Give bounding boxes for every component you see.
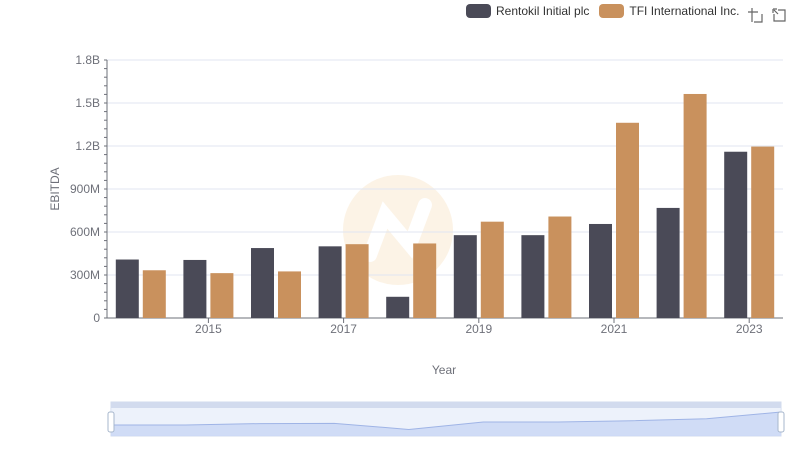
- y-tick-label: 1.2B: [75, 139, 100, 153]
- bar-tfi: [210, 273, 234, 318]
- legend: Rentokil Initial plc TFI International I…: [466, 4, 739, 18]
- bar-tfi: [751, 146, 775, 318]
- legend-label-rentokil: Rentokil Initial plc: [496, 4, 590, 18]
- zoom-slider[interactable]: [107, 401, 785, 437]
- y-axis-title: EBITDA: [48, 167, 62, 210]
- bar-tfi: [278, 271, 301, 318]
- legend-item-tfi[interactable]: TFI International Inc.: [599, 4, 739, 18]
- x-tick-label: 2015: [195, 322, 222, 336]
- bar-rentokil: [724, 151, 748, 318]
- zoom-icon[interactable]: [746, 6, 764, 24]
- y-tick-label: 0: [93, 311, 100, 325]
- legend-swatch-tfi: [599, 4, 625, 18]
- legend-swatch-rentokil: [466, 4, 491, 18]
- y-tick-label: 300M: [70, 268, 100, 282]
- legend-label-tfi: TFI International Inc.: [629, 4, 740, 18]
- x-tick-label: 2017: [330, 322, 357, 336]
- x-tick-label: 2021: [601, 322, 628, 336]
- x-axis-title: Year: [432, 363, 456, 377]
- slider-handle-right[interactable]: [777, 411, 785, 433]
- bar-tfi: [345, 244, 369, 318]
- bar-rentokil: [115, 259, 139, 318]
- bar-rentokil: [656, 207, 680, 318]
- x-tick-label: 2019: [465, 322, 492, 336]
- bar-rentokil: [589, 223, 612, 318]
- bar-tfi: [413, 243, 437, 318]
- y-tick-label: 1.5B: [75, 96, 100, 110]
- slider-data-area: [111, 412, 781, 436]
- y-tick-label: 600M: [70, 225, 100, 239]
- bar-tfi: [683, 93, 707, 318]
- slider-top-bar: [111, 402, 781, 408]
- x-axis: 2015 2017 2019 2021 2023: [107, 317, 783, 336]
- y-tick-label: 900M: [70, 182, 100, 196]
- bar-rentokil: [318, 246, 342, 318]
- bar-rentokil: [251, 248, 274, 318]
- bar-tfi: [480, 221, 504, 318]
- slider-handle-left[interactable]: [107, 411, 115, 433]
- bar-rentokil: [453, 235, 477, 318]
- slider-data-line: [110, 411, 782, 430]
- grid-lines: [107, 59, 783, 319]
- y-tick-label: 1.8B: [75, 53, 100, 67]
- y-axis: 0 300M 600M 900M 1.2B 1.5B 1.8B: [70, 53, 108, 325]
- bar-rentokil: [521, 235, 545, 318]
- bar-tfi: [548, 216, 572, 318]
- restore-icon[interactable]: [770, 6, 788, 24]
- chart-toolbar: [746, 6, 788, 24]
- bars: [115, 93, 775, 318]
- legend-item-rentokil[interactable]: Rentokil Initial plc: [466, 4, 589, 18]
- bar-tfi: [616, 122, 639, 318]
- bar-rentokil: [183, 259, 207, 318]
- x-tick-label: 2023: [736, 322, 763, 336]
- bar-rentokil: [386, 296, 410, 318]
- bar-tfi: [142, 270, 166, 318]
